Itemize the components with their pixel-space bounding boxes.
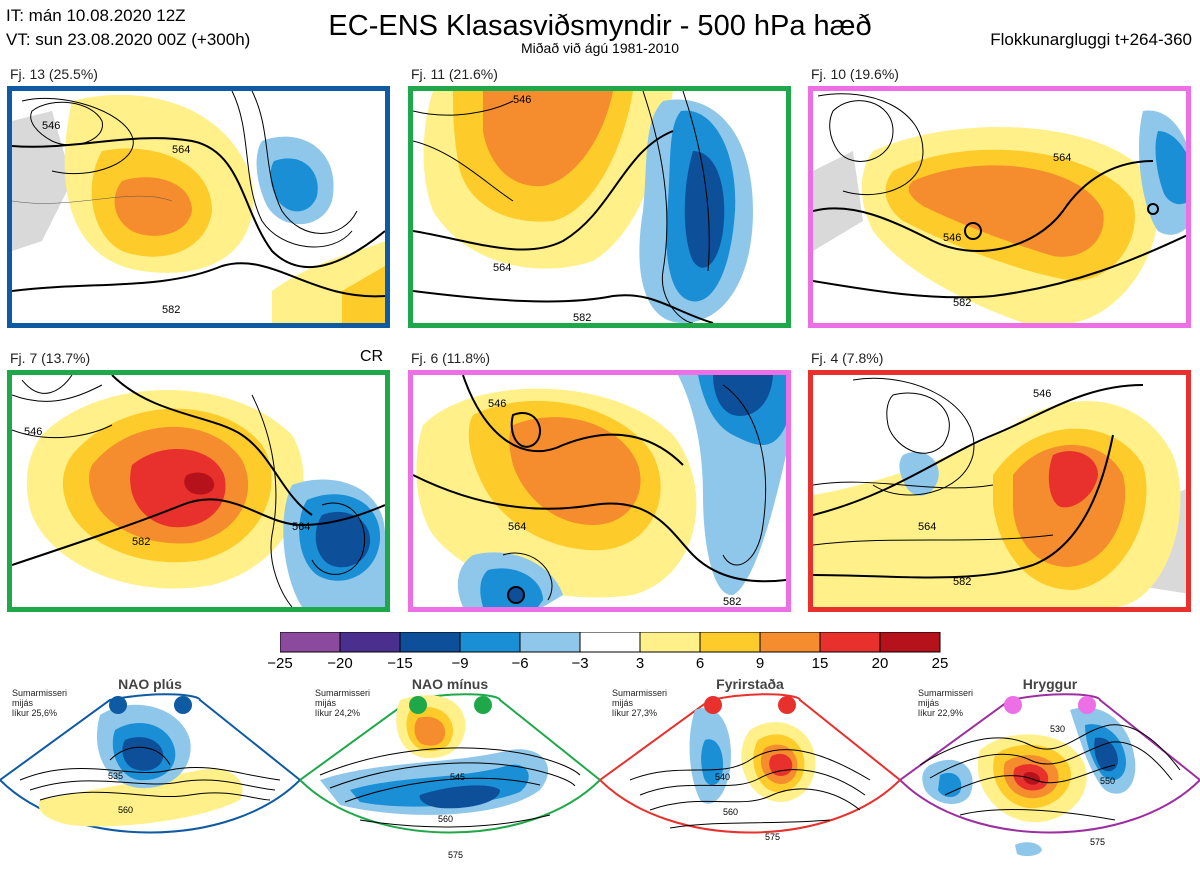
- colorbar-swatch: [699, 632, 761, 653]
- colorbar-tick: 9: [755, 655, 765, 672]
- colorbar-tick: −6: [511, 655, 529, 672]
- contour-label: 560: [438, 814, 453, 824]
- colorbar-swatch: [399, 632, 461, 653]
- regime-map-nao-plus: 535 560: [0, 693, 300, 834]
- colorbar-tick: 6: [695, 655, 705, 672]
- cluster-map-3: 546 564 582: [808, 86, 1191, 328]
- colorbar: [280, 632, 941, 653]
- colorbar-tick: −15: [387, 655, 413, 672]
- cluster-map-5: 546 564 582: [408, 370, 791, 612]
- colorbar-swatch: [339, 632, 401, 653]
- contour-label: 564: [508, 521, 526, 533]
- contour-label: 564: [1053, 152, 1071, 164]
- cluster-map-1: 546 564 582: [7, 86, 390, 328]
- contour-label: 546: [943, 232, 961, 244]
- colorbar-tick: −20: [327, 655, 353, 672]
- contour-label: 575: [1090, 837, 1105, 847]
- regime-title-nao-minus: NAO mínus: [411, 676, 489, 692]
- contour-label: 560: [723, 807, 738, 817]
- contour-label: 546: [42, 120, 60, 132]
- regime-info-nao-minus: Sumarmisseri mijás líkur 24,2%: [315, 688, 371, 718]
- contour-label: 564: [292, 521, 310, 533]
- contour-label: 535: [108, 771, 123, 781]
- colorbar-swatch: [280, 632, 341, 653]
- contour-label: 530: [1050, 724, 1065, 734]
- colorbar-tick: −25: [267, 655, 293, 672]
- panel-label-3: Fj. 10 (19.6%): [811, 66, 899, 82]
- colorbar-tick: 20: [871, 655, 889, 672]
- colorbar-tick: −3: [571, 655, 589, 672]
- page-subtitle: Miðað við ágú 1981-2010: [520, 40, 679, 56]
- page-title: EC-ENS Klasasviðsmyndir - 500 hPa hæð: [328, 10, 872, 42]
- init-time: IT: mán 10.08.2020 12Z: [6, 6, 186, 25]
- colorbar-tick: 15: [811, 655, 829, 672]
- contour-label: 564: [172, 144, 190, 156]
- contour-label: 564: [918, 521, 936, 533]
- contour-label: 582: [953, 576, 971, 588]
- contour-label: 582: [573, 312, 591, 323]
- panel-label-1: Fj. 13 (25.5%): [10, 66, 98, 82]
- regime-title-fyrirstada: Fyrirstaða: [716, 676, 784, 692]
- panel-label-5: Fj. 6 (11.8%): [411, 350, 491, 366]
- regime-info-hryggur: Sumarmisseri mijás líkur 22,9%: [918, 688, 974, 718]
- contour-label: 575: [765, 832, 780, 842]
- valid-time: VT: sun 23.08.2020 00Z (+300h): [6, 30, 251, 49]
- panel-label-6: Fj. 4 (7.8%): [811, 350, 884, 366]
- cr-label: CR: [360, 348, 384, 365]
- colorbar-swatch: [519, 632, 581, 653]
- contour-label: 546: [24, 426, 42, 438]
- colorbar-swatch: [879, 632, 941, 653]
- colorbar-tick: −9: [451, 655, 469, 672]
- regime-info-nao-plus: Sumarmisseri mijás líkur 25,6%: [12, 688, 68, 718]
- regime-map-hryggur: 530 550 575: [900, 693, 1200, 857]
- contour-label: 582: [132, 536, 150, 548]
- panel-label-4: Fj. 7 (13.7%): [10, 350, 91, 366]
- contour-label: 582: [953, 297, 971, 309]
- colorbar-swatch: [579, 632, 641, 653]
- contour-label: 546: [488, 398, 506, 410]
- colorbar-swatch: [459, 632, 521, 653]
- cluster-map-4: 546 564 582: [7, 370, 390, 612]
- regime-info-fyrirstada: Sumarmisseri mijás líkur 27,3%: [612, 688, 668, 718]
- classification-window: Flokkunargluggi t+264-360: [990, 30, 1192, 49]
- contour-label: 546: [1033, 388, 1051, 400]
- colorbar-swatch: [639, 632, 701, 653]
- regime-title-hryggur: Hryggur: [1022, 676, 1078, 692]
- contour-label: 546: [513, 94, 531, 106]
- cluster-map-2: 546 564 582: [408, 86, 791, 328]
- contour-label: 575: [448, 850, 463, 860]
- contour-label: 582: [162, 304, 180, 316]
- contour-label: 550: [1100, 776, 1115, 786]
- colorbar-swatch: [759, 632, 821, 653]
- colorbar-tick: 25: [931, 655, 949, 672]
- regime-title-nao-plus: NAO plús: [118, 676, 182, 692]
- contour-label: 545: [450, 772, 465, 782]
- panel-label-2: Fj. 11 (21.6%): [411, 66, 498, 82]
- contour-label: 564: [493, 262, 511, 274]
- regime-map-nao-minus: 545 560 575: [300, 693, 600, 860]
- contour-label: 560: [118, 805, 133, 815]
- regime-map-fyrirstada: 540 560 575: [600, 693, 900, 842]
- colorbar-swatch: [819, 632, 881, 653]
- contour-label: 582: [723, 596, 741, 607]
- contour-label: 540: [715, 772, 730, 782]
- colorbar-tick: 3: [635, 655, 645, 672]
- cluster-map-6: 546 564 582: [808, 370, 1191, 612]
